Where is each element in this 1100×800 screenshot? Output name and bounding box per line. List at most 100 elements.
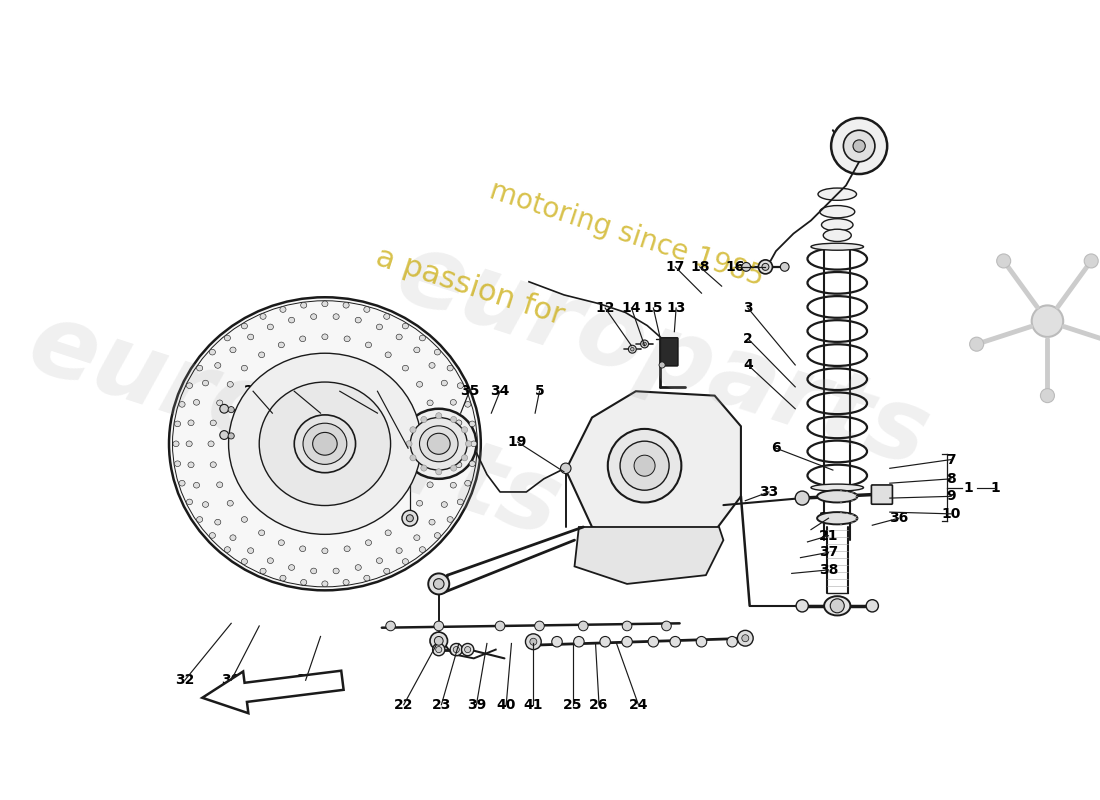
Ellipse shape [450, 399, 456, 406]
Circle shape [600, 637, 610, 647]
Circle shape [433, 578, 444, 589]
Ellipse shape [197, 517, 202, 522]
Ellipse shape [260, 382, 390, 506]
Text: 19: 19 [508, 435, 527, 449]
Ellipse shape [322, 581, 328, 586]
Circle shape [453, 646, 460, 653]
Ellipse shape [433, 462, 440, 467]
Ellipse shape [173, 441, 179, 446]
Text: 30: 30 [221, 674, 241, 687]
Text: 17: 17 [666, 260, 685, 274]
Ellipse shape [396, 334, 403, 340]
Text: 15: 15 [644, 301, 663, 315]
Text: 9: 9 [946, 490, 956, 503]
Text: 11: 11 [367, 384, 387, 398]
Ellipse shape [441, 380, 448, 386]
FancyBboxPatch shape [660, 338, 678, 366]
Text: 8: 8 [946, 472, 956, 486]
Ellipse shape [402, 409, 476, 479]
Circle shape [758, 260, 772, 274]
Ellipse shape [458, 499, 463, 505]
FancyArrow shape [202, 670, 343, 714]
Text: europarts: europarts [384, 225, 940, 488]
Ellipse shape [258, 530, 265, 536]
Text: a passion for: a passion for [372, 242, 568, 330]
Ellipse shape [333, 568, 339, 574]
Circle shape [623, 621, 631, 630]
Text: 23: 23 [431, 698, 451, 712]
Circle shape [634, 455, 656, 476]
Ellipse shape [258, 352, 265, 358]
Ellipse shape [403, 517, 408, 522]
Ellipse shape [214, 519, 221, 525]
Ellipse shape [299, 336, 306, 342]
Circle shape [450, 643, 462, 656]
Text: 26: 26 [590, 698, 608, 712]
Ellipse shape [419, 426, 458, 462]
Circle shape [628, 346, 636, 353]
Ellipse shape [470, 461, 475, 466]
Ellipse shape [417, 382, 422, 387]
Ellipse shape [428, 434, 450, 454]
Circle shape [451, 465, 456, 471]
Circle shape [696, 637, 707, 647]
Circle shape [741, 634, 749, 642]
Ellipse shape [230, 535, 236, 541]
Ellipse shape [410, 418, 468, 470]
Ellipse shape [458, 383, 463, 389]
Circle shape [406, 441, 412, 447]
Circle shape [621, 637, 632, 647]
Circle shape [670, 637, 681, 647]
Ellipse shape [385, 530, 392, 536]
Ellipse shape [295, 415, 355, 473]
Text: 40: 40 [496, 698, 516, 712]
Text: 7: 7 [946, 453, 956, 466]
Text: 22: 22 [394, 698, 414, 712]
Ellipse shape [385, 352, 392, 358]
Ellipse shape [464, 402, 471, 407]
Text: 28: 28 [285, 384, 304, 398]
Ellipse shape [376, 324, 383, 330]
Ellipse shape [279, 306, 286, 312]
Circle shape [433, 621, 443, 630]
Circle shape [462, 454, 468, 461]
Text: 37: 37 [818, 546, 838, 559]
Ellipse shape [241, 517, 248, 522]
Ellipse shape [434, 533, 440, 538]
Ellipse shape [188, 462, 194, 468]
Ellipse shape [202, 380, 209, 386]
Ellipse shape [322, 301, 328, 306]
Ellipse shape [312, 433, 338, 455]
Circle shape [428, 574, 449, 594]
Ellipse shape [436, 441, 442, 446]
Ellipse shape [403, 323, 408, 329]
Ellipse shape [248, 334, 254, 340]
Ellipse shape [384, 314, 389, 319]
Circle shape [648, 637, 659, 647]
Ellipse shape [355, 565, 361, 570]
Text: 2: 2 [742, 332, 752, 346]
Ellipse shape [419, 335, 426, 341]
Ellipse shape [344, 546, 350, 552]
Circle shape [640, 340, 649, 348]
Ellipse shape [364, 306, 370, 312]
Ellipse shape [464, 480, 471, 486]
Circle shape [535, 621, 544, 630]
Circle shape [386, 621, 395, 630]
Ellipse shape [822, 218, 853, 231]
Text: 13: 13 [667, 301, 685, 315]
Text: 35: 35 [460, 384, 480, 398]
Circle shape [228, 433, 234, 439]
Ellipse shape [447, 366, 453, 371]
Ellipse shape [217, 482, 223, 487]
Ellipse shape [322, 334, 328, 340]
Ellipse shape [197, 366, 202, 371]
Text: 21: 21 [818, 529, 838, 542]
Text: 38: 38 [818, 563, 838, 577]
Text: 3: 3 [744, 301, 752, 315]
Ellipse shape [210, 462, 217, 467]
Circle shape [969, 337, 983, 351]
Ellipse shape [458, 441, 464, 446]
Ellipse shape [194, 482, 199, 488]
Circle shape [465, 441, 472, 447]
